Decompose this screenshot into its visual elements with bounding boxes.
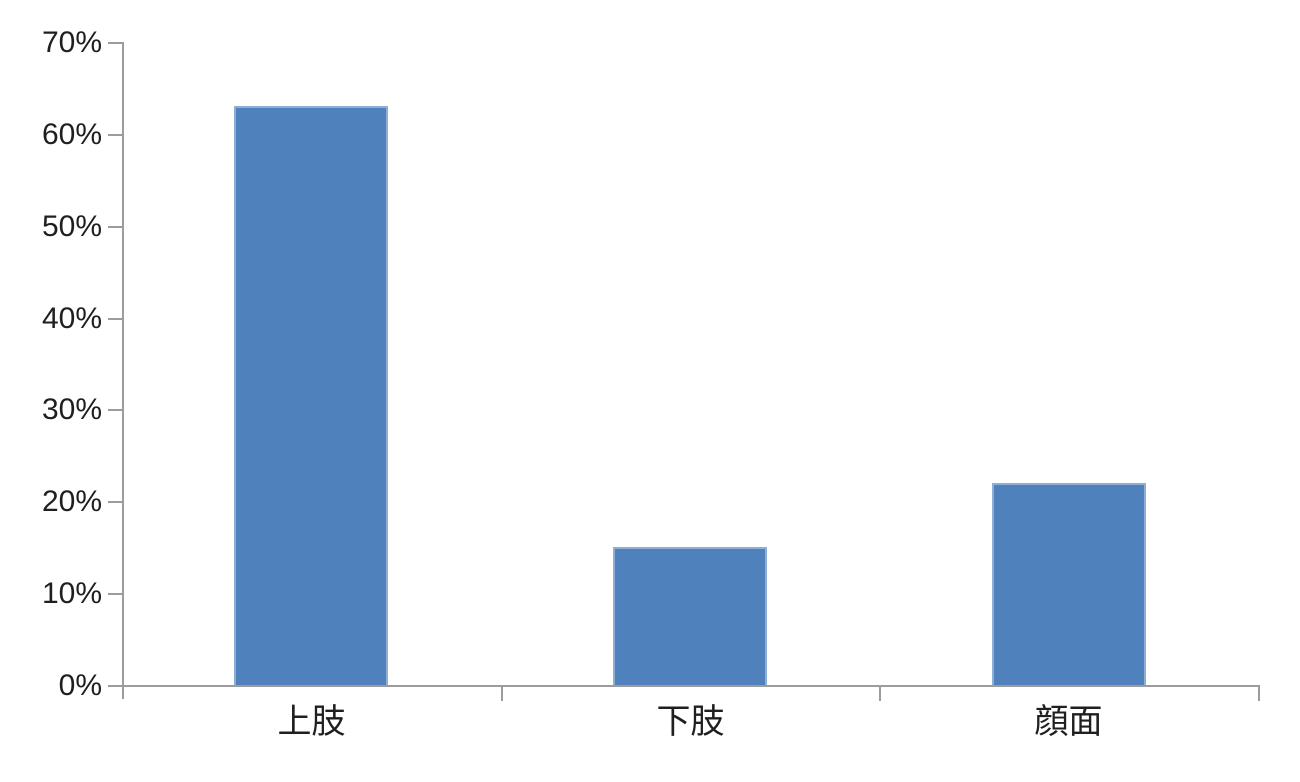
y-axis-tick bbox=[108, 501, 122, 503]
x-category-label: 上肢 bbox=[277, 703, 346, 741]
bar bbox=[613, 547, 767, 685]
y-axis-tick bbox=[108, 318, 122, 320]
y-tick-label: 50% bbox=[41, 210, 102, 243]
y-axis-tick bbox=[108, 226, 122, 228]
y-axis-tick bbox=[108, 134, 122, 136]
y-axis-tick bbox=[108, 409, 122, 411]
x-axis-tick bbox=[879, 687, 881, 701]
y-tick-label: 70% bbox=[41, 26, 102, 59]
bar bbox=[234, 106, 388, 685]
y-tick-label: 60% bbox=[41, 118, 102, 151]
y-axis-line bbox=[122, 42, 124, 699]
y-tick-label: 30% bbox=[41, 393, 102, 426]
x-axis-line bbox=[122, 685, 1260, 687]
y-axis-tick bbox=[108, 685, 122, 687]
x-category-label: 顔面 bbox=[1034, 703, 1103, 741]
x-category-label: 下肢 bbox=[656, 703, 725, 741]
bar bbox=[992, 483, 1146, 685]
y-axis-tick bbox=[108, 42, 122, 44]
y-tick-label: 10% bbox=[41, 577, 102, 610]
y-axis-tick bbox=[108, 593, 122, 595]
y-tick-label: 0% bbox=[58, 669, 102, 702]
x-axis-tick bbox=[501, 687, 503, 701]
x-axis-tick bbox=[1258, 687, 1260, 701]
y-tick-label: 40% bbox=[41, 302, 102, 335]
y-tick-label: 20% bbox=[41, 485, 102, 518]
